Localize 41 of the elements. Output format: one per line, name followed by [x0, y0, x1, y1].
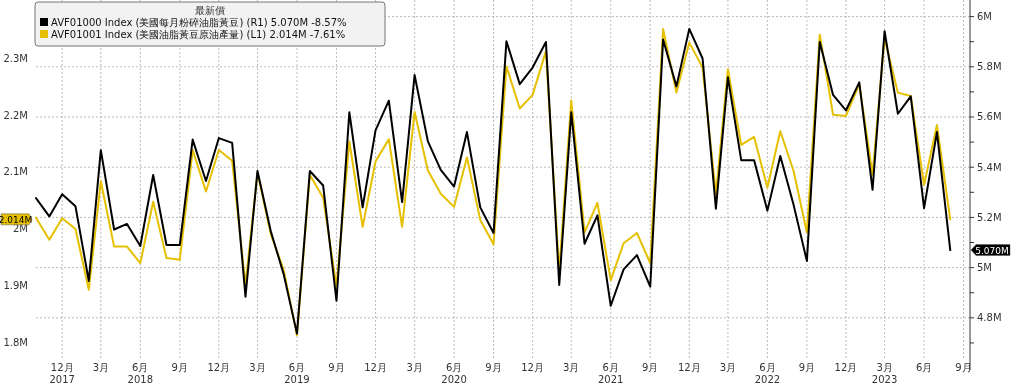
y2-tick-label: 5.4M [977, 161, 1002, 173]
x-tick-label: 9月 [798, 362, 816, 373]
x-tick-label: 9月 [485, 362, 502, 373]
x-tick-label: 12月 [677, 362, 701, 373]
x-tick-label: 6月 [915, 362, 933, 373]
y-tick-label: 2.2M [3, 109, 28, 121]
legend-title: 最新價 [195, 5, 225, 16]
y-tick-label: 2.3M [3, 52, 28, 64]
x-tick-label: 3月 [249, 362, 266, 373]
x-tick-label: 9月 [171, 362, 188, 373]
x-tick-label: 12月 [207, 362, 231, 373]
y2-tick-label: 4.8M [977, 312, 1002, 324]
x-tick-label: 3月 2023 [871, 362, 898, 385]
text: 5.070M [975, 245, 1009, 256]
x-tick-label: 6月 2020 [441, 362, 467, 385]
y-tick-label: 2.1M [3, 166, 28, 178]
x-tick-label: 9月 [328, 362, 345, 373]
x-tick-label: 9月 [642, 362, 659, 373]
y2-tick-label: 5M [977, 262, 992, 274]
y2-tick-label: 5.8M [977, 61, 1002, 73]
legend-label: AVF01001 Index (美國油脂黃豆原油產量) (L1) 2.014M -7.61% [51, 29, 346, 40]
x-tick-label: 12月 2017 [49, 362, 75, 385]
x-tick-label: 3月 [406, 362, 423, 373]
x-tick-label: 12月 [834, 362, 858, 373]
x-tick-label: 3月 [92, 362, 109, 373]
y-tick-label: 2M [13, 223, 28, 235]
x-tick-label: 6月 2021 [598, 362, 624, 385]
y2-tick-label: 6M [977, 11, 992, 23]
y2-tick-label: 5.2M [977, 211, 1002, 223]
x-tick-label: 6月 2022 [754, 362, 781, 385]
legend-label: AVF01000 Index (美國每月粉碎油脂黃豆) (R1) 5.070M -8.57% [51, 17, 347, 28]
y-tick-label: 1.8M [3, 336, 28, 348]
x-tick-label: 12月 [521, 362, 544, 373]
x-tick-label: 3月 [563, 362, 580, 373]
y-tick-label: 1.9M [3, 280, 28, 292]
x-tick-label: 12月 [364, 362, 387, 373]
y2-tick-label: 5.6M [977, 111, 1002, 123]
x-tick-label: 3月 [719, 362, 737, 373]
x-tick-label: 9月 [955, 362, 972, 373]
x-tick-label: 6月 2018 [127, 362, 154, 385]
x-tick-label: 6月 2019 [284, 362, 310, 385]
